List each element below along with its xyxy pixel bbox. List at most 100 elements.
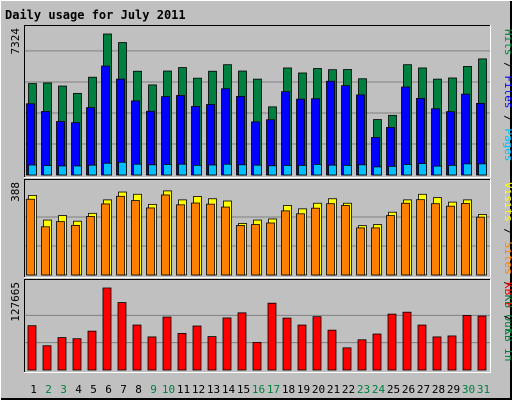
sites-bar — [296, 213, 305, 276]
day-label: 18 — [282, 383, 295, 396]
kb-bar — [447, 335, 457, 371]
panel-legend: KB F / KB In — [502, 282, 512, 362]
kb-bar — [327, 329, 337, 371]
sites-bar — [446, 205, 455, 276]
legend-entry: Visits — [502, 182, 512, 222]
files-bar — [401, 86, 410, 176]
legend-entry: KB In — [502, 328, 512, 361]
sites-bar — [476, 216, 485, 276]
kb-bar — [27, 325, 37, 371]
day-label: 2 — [45, 383, 52, 396]
sites-bar — [281, 210, 290, 276]
files-bar — [281, 91, 290, 176]
kb-bar — [102, 287, 112, 371]
pages-bar — [373, 166, 382, 176]
pages-bar — [253, 164, 262, 176]
pages-bar — [448, 164, 457, 176]
sites-bar — [251, 224, 260, 276]
day-label: 21 — [327, 383, 340, 396]
legend-separator: / — [502, 309, 512, 329]
panel-max-label: 127665 — [9, 282, 22, 322]
pages-bar — [238, 164, 247, 176]
panel-3: 127665 KB F / KB In — [9, 279, 512, 373]
pages-bar — [193, 164, 202, 176]
day-label: 23 — [357, 383, 370, 396]
pages-bar — [163, 164, 172, 176]
sites-bar — [236, 225, 245, 276]
pages-bar — [208, 164, 217, 176]
kb-bar — [132, 324, 142, 371]
panel-1: 7324 Hits / Files / Pages — [9, 25, 512, 178]
pages-bar — [283, 164, 292, 176]
sites-bar — [101, 203, 110, 276]
legend-entry: KB Out — [502, 295, 512, 335]
files-bar — [311, 98, 320, 176]
panel-legend: Visits / Sites / KB Out — [502, 182, 512, 334]
files-bar — [296, 98, 305, 176]
files-bar — [326, 80, 335, 176]
sites-bar — [401, 202, 410, 276]
chart-title: Daily usage for July 2011 — [5, 8, 186, 22]
kb-bar — [342, 347, 352, 371]
files-bar — [461, 93, 470, 176]
files-bar — [356, 94, 365, 176]
pages-bar — [178, 163, 187, 176]
day-label: 22 — [342, 383, 355, 396]
day-label: 24 — [372, 383, 386, 396]
pages-bar — [58, 165, 67, 176]
sites-bar — [41, 226, 50, 276]
sites-bar — [326, 203, 335, 276]
sites-bar — [86, 216, 95, 276]
pages-bar — [328, 164, 337, 176]
day-label: 29 — [447, 383, 460, 396]
day-label: 15 — [237, 383, 250, 396]
panel-2: 388 Visits / Sites / KB Out — [9, 179, 512, 334]
kb-bar — [432, 336, 442, 371]
kb-bar — [462, 315, 472, 371]
legend-separator: / — [502, 275, 512, 295]
pages-bar — [388, 165, 397, 176]
pages-bar — [403, 164, 412, 176]
legend-entry: Sites — [502, 242, 512, 275]
day-label: 8 — [135, 383, 142, 396]
day-label: 14 — [222, 383, 236, 396]
sites-bar — [371, 227, 380, 276]
pages-bar — [73, 165, 82, 176]
kb-bar — [57, 337, 67, 371]
kb-bar — [252, 341, 262, 371]
sites-bar — [176, 204, 185, 276]
day-label: 6 — [105, 383, 112, 396]
day-label: 10 — [162, 383, 175, 396]
legend-text: Visits / Sites / KB Out — [502, 182, 512, 334]
kb-bar — [282, 317, 292, 371]
pages-bar — [43, 165, 52, 176]
pages-bar — [118, 161, 127, 176]
panel-max-label: 388 — [9, 182, 22, 202]
pages-bar — [133, 163, 142, 176]
kb-bar — [42, 345, 52, 371]
sites-bar — [71, 225, 80, 276]
day-label: 1 — [30, 383, 37, 396]
day-label: 13 — [207, 383, 220, 396]
kb-bar — [162, 316, 172, 371]
day-label: 26 — [402, 383, 415, 396]
pages-bar — [148, 164, 157, 176]
kb-bar — [402, 311, 412, 371]
day-label: 19 — [297, 383, 310, 396]
pages-bar — [418, 163, 427, 176]
legend-text: Hits / Files / Pages — [502, 29, 512, 162]
legend-entry: Hits — [502, 29, 512, 56]
kb-bar — [237, 312, 247, 371]
sites-bar — [146, 207, 155, 276]
day-label: 17 — [267, 383, 280, 396]
sites-bar — [311, 207, 320, 276]
day-label: 11 — [177, 383, 190, 396]
legend-entry: Pages — [502, 128, 512, 161]
sites-bar — [131, 200, 140, 276]
sites-bar — [431, 203, 440, 276]
pages-bar — [28, 164, 37, 176]
files-bar — [176, 95, 185, 176]
sites-bar — [416, 199, 425, 276]
kb-bar — [357, 339, 367, 371]
files-bar — [161, 96, 170, 176]
